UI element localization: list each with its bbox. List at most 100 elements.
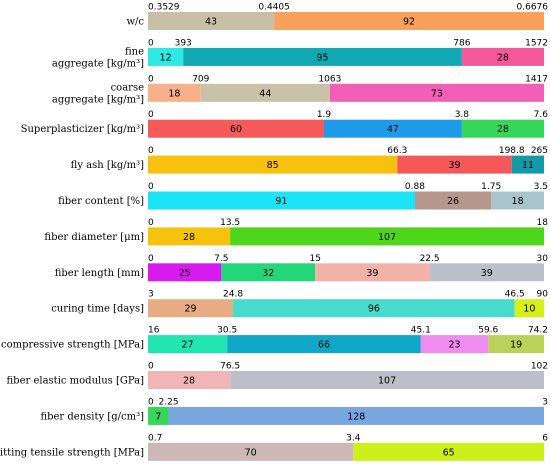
bin-1-0 bbox=[148, 47, 184, 66]
bin-count-9-0: 27 bbox=[182, 340, 194, 351]
tick-label-9-3: 59.6 bbox=[478, 326, 498, 336]
tick-label-12-0: 0.7 bbox=[148, 433, 162, 443]
bin-count-3-1: 47 bbox=[387, 124, 399, 135]
bin-count-3-2: 28 bbox=[497, 124, 509, 135]
bin-2-1 bbox=[200, 83, 330, 102]
tick-label-10-0: 0 bbox=[148, 362, 154, 372]
tick-label-6-1: 13.5 bbox=[220, 218, 240, 228]
bin-8-2 bbox=[514, 299, 544, 318]
bin-3-0 bbox=[148, 119, 324, 138]
bin-count-1-0: 12 bbox=[160, 52, 172, 63]
bin-count-9-1: 66 bbox=[318, 340, 330, 351]
bin-count-9-3: 19 bbox=[510, 340, 522, 351]
bin-12-0 bbox=[148, 442, 354, 461]
bin-count-10-0: 28 bbox=[183, 376, 195, 387]
tick-label-3-3: 7.6 bbox=[534, 110, 549, 120]
tick-label-1-1: 393 bbox=[175, 38, 192, 48]
tick-label-5-3: 3.5 bbox=[534, 182, 548, 192]
bin-count-7-3: 39 bbox=[481, 268, 493, 279]
bin-9-0 bbox=[148, 335, 228, 354]
row-label-7: fiber length [mm] bbox=[55, 268, 144, 279]
bin-4-0 bbox=[148, 155, 398, 174]
bin-count-12-1: 65 bbox=[443, 447, 455, 458]
bin-7-2 bbox=[315, 263, 430, 282]
bin-10-1 bbox=[230, 371, 544, 389]
bin-5-1 bbox=[414, 191, 492, 210]
bin-5-2 bbox=[491, 191, 544, 210]
row-label-6: fiber diameter [μm] bbox=[44, 232, 144, 243]
row-label-4: fly ash [kg/m³] bbox=[71, 160, 144, 171]
tick-label-5-0: 0 bbox=[148, 182, 154, 192]
bin-12-1 bbox=[353, 442, 544, 461]
row-label-1-line-1: aggregate [kg/m³] bbox=[52, 58, 144, 69]
row-label-2-line-0: coarse bbox=[111, 82, 144, 93]
tick-label-1-2: 786 bbox=[453, 38, 470, 48]
bin-count-11-0: 7 bbox=[155, 411, 161, 422]
bin-9-2 bbox=[420, 335, 489, 354]
bin-3-1 bbox=[324, 119, 462, 138]
tick-label-11-2: 3 bbox=[542, 397, 548, 407]
bin-7-1 bbox=[221, 263, 316, 282]
bin-4-2 bbox=[511, 155, 544, 174]
row-label-9: compressive strength [MPa] bbox=[1, 340, 144, 351]
tick-label-5-1: 0.88 bbox=[405, 182, 425, 192]
bin-count-12-0: 70 bbox=[245, 447, 257, 458]
bin-count-10-1: 107 bbox=[378, 376, 396, 387]
row-label-0: w/c bbox=[126, 17, 144, 28]
bin-2-0 bbox=[148, 83, 201, 102]
tick-label-0-1: 0.4405 bbox=[258, 3, 290, 13]
bin-count-0-1: 92 bbox=[403, 17, 415, 28]
bin-8-1 bbox=[233, 299, 515, 318]
bin-count-1-1: 95 bbox=[316, 52, 328, 63]
tick-label-8-2: 46.5 bbox=[505, 290, 525, 300]
row-label-12: splitting tensile strength [MPa] bbox=[0, 447, 144, 458]
bin-count-6-1: 107 bbox=[378, 232, 396, 243]
tick-label-2-1: 709 bbox=[192, 74, 209, 84]
tick-label-5-2: 1.75 bbox=[481, 182, 501, 192]
bin-count-2-1: 44 bbox=[259, 88, 271, 99]
row-label-1-line-0: fine bbox=[125, 46, 144, 57]
tick-label-7-0: 0 bbox=[148, 254, 154, 264]
row-label-3: Superplasticizer [kg/m³] bbox=[21, 124, 144, 135]
tick-label-4-0: 0 bbox=[148, 146, 154, 156]
tick-label-4-1: 66.3 bbox=[387, 146, 407, 156]
bin-count-9-2: 23 bbox=[448, 340, 460, 351]
tick-label-4-2: 198.8 bbox=[499, 146, 525, 156]
tick-label-12-2: 6 bbox=[542, 433, 548, 443]
tick-label-3-2: 3.8 bbox=[455, 110, 470, 120]
bin-count-5-2: 18 bbox=[512, 196, 524, 207]
tick-label-6-2: 18 bbox=[537, 218, 549, 228]
bin-1-2 bbox=[461, 47, 544, 66]
tick-label-9-0: 16 bbox=[148, 326, 160, 336]
tick-label-8-3: 90 bbox=[537, 290, 549, 300]
bin-6-0 bbox=[148, 227, 231, 246]
bin-count-3-0: 60 bbox=[230, 124, 242, 135]
tick-label-9-1: 30.5 bbox=[217, 326, 237, 336]
bin-11-0 bbox=[148, 406, 169, 425]
bin-7-0 bbox=[148, 263, 222, 282]
tick-label-7-3: 22.5 bbox=[420, 254, 440, 264]
bin-5-0 bbox=[148, 191, 415, 210]
tick-label-2-0: 0 bbox=[148, 74, 154, 84]
bin-count-4-0: 85 bbox=[267, 160, 279, 171]
bin-0-1 bbox=[274, 12, 544, 30]
bin-2-2 bbox=[329, 83, 544, 102]
tick-label-11-1: 2.25 bbox=[159, 397, 179, 407]
bin-9-1 bbox=[227, 335, 421, 354]
tick-label-3-0: 0 bbox=[148, 110, 154, 120]
bin-11-1 bbox=[168, 406, 545, 425]
tick-label-12-1: 3.4 bbox=[346, 433, 361, 443]
bin-count-7-2: 39 bbox=[366, 268, 378, 279]
tick-label-1-0: 0 bbox=[148, 38, 154, 48]
row-label-8: curing time [days] bbox=[51, 304, 144, 315]
bin-count-5-1: 26 bbox=[447, 196, 459, 207]
tick-label-8-1: 24.8 bbox=[223, 290, 243, 300]
bin-6-1 bbox=[230, 227, 544, 246]
bin-count-7-0: 25 bbox=[179, 268, 191, 279]
bin-count-5-0: 91 bbox=[275, 196, 287, 207]
bin-count-7-1: 32 bbox=[262, 268, 274, 279]
bin-count-8-0: 29 bbox=[184, 304, 196, 315]
bin-count-8-2: 10 bbox=[523, 304, 535, 315]
bin-8-0 bbox=[148, 299, 234, 318]
tick-label-10-2: 102 bbox=[531, 362, 548, 372]
